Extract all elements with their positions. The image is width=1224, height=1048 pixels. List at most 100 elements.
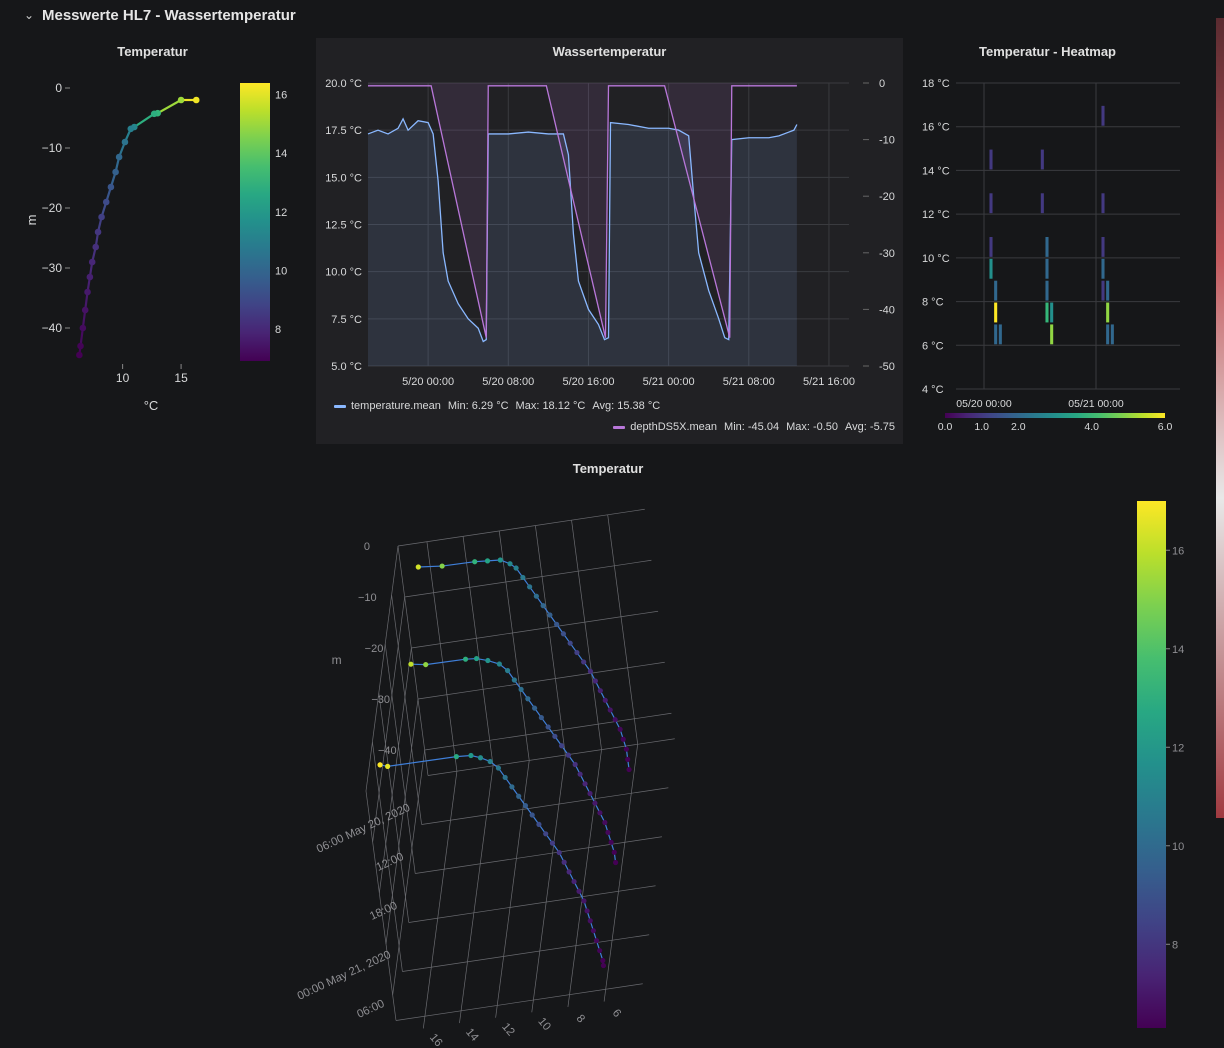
grid-line	[384, 643, 416, 874]
data-point	[590, 928, 596, 934]
data-point	[532, 705, 538, 711]
data-point	[468, 752, 474, 759]
y-tick-label: 6 °C	[922, 340, 944, 352]
heatmap-cell	[1101, 237, 1105, 257]
panel-temperature-profile: Temperatur 0 −10 −20 −30 −40 10 15 m °C 16 14 12 10 8	[0, 38, 305, 438]
y-left-tick-label: 5.0 °C	[331, 361, 362, 373]
x-axis-label: °C	[144, 398, 159, 413]
data-point	[626, 766, 632, 773]
data-point	[94, 228, 102, 236]
data-point	[600, 957, 606, 964]
data-point	[600, 962, 607, 969]
legend-max: Max: -0.50	[786, 421, 839, 433]
x-tick-label: 05/21 00:00	[1068, 398, 1124, 410]
profile-line	[379, 754, 605, 966]
window-edge	[1216, 18, 1224, 818]
colorbar-tick-label: 14	[1172, 644, 1184, 656]
legend-series-name: depthDS5X.mean	[630, 421, 718, 433]
data-point	[574, 649, 580, 656]
z-tick-label: −40	[378, 745, 397, 757]
x-tick-label: 6	[610, 1007, 623, 1020]
z-tick-label: −30	[371, 694, 390, 706]
grid-line	[603, 744, 639, 1002]
data-point	[554, 621, 560, 627]
depth-line	[368, 85, 797, 338]
data-point	[497, 557, 503, 563]
y-axis-label: m	[24, 215, 39, 226]
y-left-tick-label: 7.5 °C	[331, 314, 362, 326]
data-point	[98, 213, 105, 221]
data-point	[84, 288, 91, 296]
heatmap-cell	[1045, 302, 1049, 323]
data-point	[587, 918, 593, 924]
data-point	[607, 707, 613, 713]
t-tick-label: 18:00	[368, 900, 399, 923]
data-point	[496, 661, 502, 667]
grid-line	[607, 514, 639, 745]
colorbar-tick-label: 12	[1172, 742, 1184, 754]
x-tick-label: 10	[116, 371, 130, 385]
grid-line	[459, 765, 494, 1024]
data-point	[472, 559, 478, 565]
panel-temperature-3d: Temperatur 0 −10 −20 −30 −40 m 06:00 May 20, 2…	[0, 455, 1216, 1048]
data-point	[121, 138, 129, 146]
data-point	[529, 812, 535, 818]
legend-swatch	[334, 404, 346, 408]
data-point	[533, 593, 539, 599]
data-point	[625, 756, 631, 762]
data-point	[107, 183, 115, 191]
y-right-tick-label: -10	[879, 135, 895, 147]
data-point	[571, 878, 577, 885]
data-point	[507, 561, 513, 567]
heatmap-cell	[1101, 105, 1105, 126]
y-tick-label: −30	[42, 261, 63, 275]
data-point	[86, 273, 94, 281]
legend-item-depth[interactable]: depthDS5X.mean Min: -45.04 Max: -0.50 Av…	[613, 421, 895, 433]
heatmap-cell	[1101, 258, 1105, 279]
data-point	[439, 563, 445, 569]
dashboard-row-header[interactable]: ⌄ Messwerte HL7 - Wassertemperatur	[0, 0, 1224, 30]
data-point	[560, 631, 567, 637]
chevron-down-icon[interactable]: ⌄	[23, 8, 35, 22]
grid-line	[424, 712, 672, 751]
heatmap-cell	[1045, 258, 1049, 279]
y-tick-label: 16 °C	[922, 122, 950, 134]
grid-line	[426, 541, 458, 772]
grid-line	[372, 596, 406, 843]
data-point	[565, 752, 571, 758]
legend-item-temperature[interactable]: temperature.mean Min: 6.29 °C Max: 18.12…	[334, 400, 660, 412]
data-point	[520, 574, 526, 581]
panel-wassertemperatur: Wassertemperatur 20.0 °C 17.5 °C 15.0 °C 12…	[316, 38, 903, 444]
row-title: Messwerte HL7 - Wassertemperatur	[42, 6, 296, 24]
legend-min: Min: 6.29 °C	[447, 400, 509, 412]
heatmap-legend-label: 1.0	[974, 421, 989, 433]
x-tick-label: 14	[463, 1026, 481, 1044]
grid-line	[378, 692, 410, 923]
data-point	[593, 938, 600, 944]
heatmap-legend-label: 2.0	[1011, 421, 1026, 433]
profile-line-segment	[157, 99, 182, 115]
data-point	[592, 678, 598, 684]
heatmap-cell	[989, 193, 993, 214]
grid-line	[415, 836, 663, 874]
data-point	[502, 774, 508, 781]
data-point	[385, 763, 391, 769]
data-point	[538, 714, 544, 721]
data-point	[495, 765, 502, 771]
heatmap-cell	[989, 258, 993, 279]
y-tick-label: −40	[42, 321, 63, 335]
x-tick-label: 5/20 00:00	[402, 376, 454, 388]
data-point	[597, 810, 603, 816]
data-point	[559, 743, 565, 749]
data-point	[516, 793, 522, 799]
data-point	[547, 612, 553, 618]
y-right-tick-label: -30	[879, 248, 895, 260]
colorbar-tick-label: 14	[275, 148, 287, 160]
data-point	[561, 859, 567, 865]
colorbar-tick-label: 8	[275, 324, 281, 336]
data-point	[81, 306, 89, 314]
y-right-tick-label: 0	[879, 78, 885, 90]
panel-temperature-heatmap: Temperatur - Heatmap 18 °C 16 °C 14 °C 12 °…	[910, 38, 1185, 444]
timeseries-plot: 20.0 °C 17.5 °C 15.0 °C 12.5 °C 10.0 °C 7.5 °…	[325, 78, 895, 388]
y-tick-label: 18 °C	[922, 78, 950, 90]
